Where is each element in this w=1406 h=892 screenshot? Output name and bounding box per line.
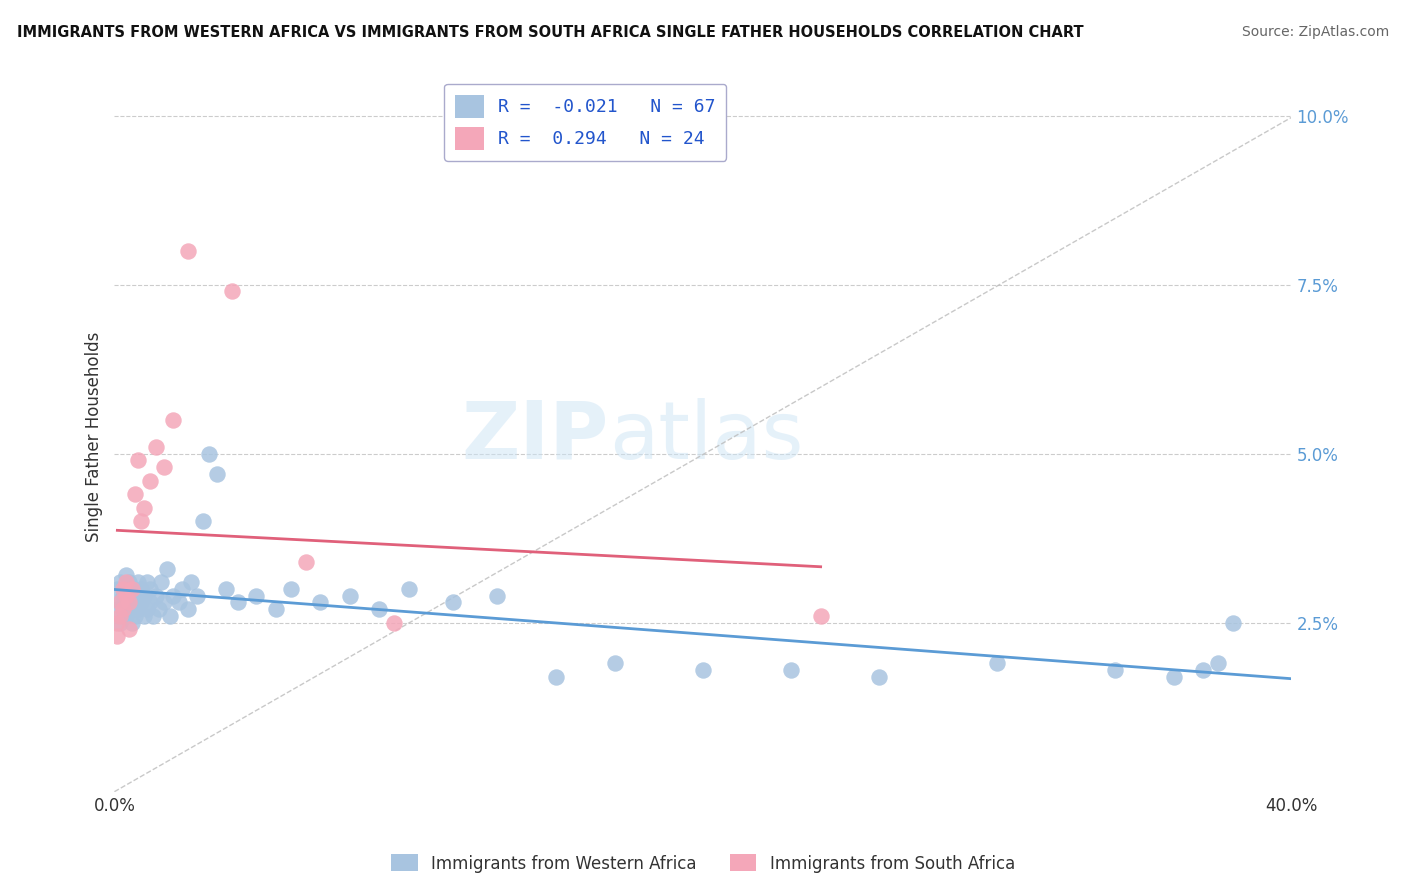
- Point: [118, 589, 141, 603]
- Point: [167, 595, 190, 609]
- Point: [145, 440, 167, 454]
- Point: [105, 582, 128, 596]
- Point: [110, 575, 132, 590]
- Point: [135, 575, 157, 590]
- Point: [112, 602, 135, 616]
- Point: [110, 595, 132, 609]
- Point: [115, 609, 138, 624]
- Point: [118, 623, 141, 637]
- Legend: Immigrants from Western Africa, Immigrants from South Africa: Immigrants from Western Africa, Immigran…: [384, 847, 1022, 880]
- Point: [148, 602, 170, 616]
- Point: [156, 561, 179, 575]
- Point: [118, 575, 141, 590]
- Point: [121, 582, 143, 596]
- Point: [280, 582, 302, 596]
- Point: [118, 602, 141, 616]
- Point: [121, 582, 143, 596]
- Point: [145, 589, 167, 603]
- Point: [129, 582, 152, 596]
- Text: ZIP: ZIP: [461, 398, 609, 475]
- Point: [138, 595, 160, 609]
- Point: [105, 629, 128, 643]
- Point: [221, 285, 243, 299]
- Point: [197, 447, 219, 461]
- Point: [692, 663, 714, 677]
- Legend: R =  -0.021   N = 67, R =  0.294   N = 24: R = -0.021 N = 67, R = 0.294 N = 24: [444, 84, 727, 161]
- Point: [127, 575, 149, 590]
- Point: [780, 663, 803, 677]
- Point: [159, 609, 181, 624]
- Point: [112, 602, 135, 616]
- Point: [1163, 670, 1185, 684]
- Point: [869, 670, 891, 684]
- Point: [810, 609, 832, 624]
- Point: [339, 589, 361, 603]
- Point: [138, 582, 160, 596]
- Point: [162, 589, 184, 603]
- Point: [485, 589, 508, 603]
- Point: [441, 595, 464, 609]
- Text: Source: ZipAtlas.com: Source: ZipAtlas.com: [1241, 25, 1389, 39]
- Point: [110, 615, 132, 630]
- Text: IMMIGRANTS FROM WESTERN AFRICA VS IMMIGRANTS FROM SOUTH AFRICA SINGLE FATHER HOU: IMMIGRANTS FROM WESTERN AFRICA VS IMMIGR…: [17, 25, 1084, 40]
- Point: [129, 595, 152, 609]
- Point: [112, 582, 135, 596]
- Point: [207, 467, 229, 481]
- Point: [115, 595, 138, 609]
- Point: [153, 460, 176, 475]
- Point: [382, 615, 405, 630]
- Point: [215, 582, 238, 596]
- Point: [132, 589, 155, 603]
- Point: [294, 555, 316, 569]
- Point: [1104, 663, 1126, 677]
- Point: [986, 657, 1008, 671]
- Point: [110, 595, 132, 609]
- Point: [121, 615, 143, 630]
- Point: [115, 568, 138, 582]
- Point: [177, 244, 200, 258]
- Point: [127, 453, 149, 467]
- Point: [124, 609, 146, 624]
- Point: [112, 589, 135, 603]
- Point: [180, 575, 202, 590]
- Point: [118, 595, 141, 609]
- Point: [172, 582, 194, 596]
- Point: [129, 514, 152, 528]
- Point: [132, 500, 155, 515]
- Point: [191, 514, 214, 528]
- Point: [603, 657, 626, 671]
- Point: [142, 609, 165, 624]
- Point: [309, 595, 332, 609]
- Text: atlas: atlas: [609, 398, 803, 475]
- Y-axis label: Single Father Households: Single Father Households: [86, 332, 103, 542]
- Point: [105, 602, 128, 616]
- Point: [1222, 615, 1244, 630]
- Point: [368, 602, 391, 616]
- Point: [121, 595, 143, 609]
- Point: [1192, 663, 1215, 677]
- Point: [110, 609, 132, 624]
- Point: [115, 589, 138, 603]
- Point: [177, 602, 200, 616]
- Point: [264, 602, 287, 616]
- Point: [226, 595, 249, 609]
- Point: [135, 602, 157, 616]
- Point: [544, 670, 567, 684]
- Point: [138, 474, 160, 488]
- Point: [124, 589, 146, 603]
- Point: [132, 609, 155, 624]
- Point: [112, 582, 135, 596]
- Point: [162, 413, 184, 427]
- Point: [127, 602, 149, 616]
- Point: [1206, 657, 1229, 671]
- Point: [186, 589, 208, 603]
- Point: [245, 589, 267, 603]
- Point: [398, 582, 420, 596]
- Point: [153, 595, 176, 609]
- Point: [115, 575, 138, 590]
- Point: [124, 487, 146, 501]
- Point: [105, 615, 128, 630]
- Point: [150, 575, 173, 590]
